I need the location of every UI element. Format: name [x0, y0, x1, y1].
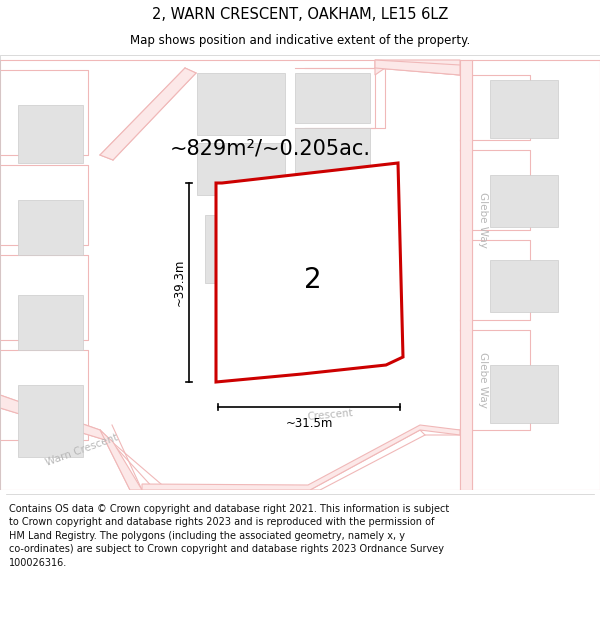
Text: ~31.5m: ~31.5m — [286, 417, 332, 430]
Polygon shape — [375, 60, 460, 75]
Bar — [295, 73, 370, 123]
Bar — [205, 215, 293, 283]
Bar — [197, 143, 285, 195]
Polygon shape — [142, 425, 460, 490]
Text: ~39.3m: ~39.3m — [173, 259, 185, 306]
Text: 2: 2 — [304, 266, 322, 294]
Bar — [295, 128, 370, 173]
Polygon shape — [0, 395, 112, 442]
Text: Map shows position and indicative extent of the property.: Map shows position and indicative extent… — [130, 34, 470, 47]
Polygon shape — [100, 430, 142, 490]
Text: Crescent: Crescent — [307, 408, 353, 422]
Bar — [197, 73, 285, 135]
Text: Glebe Way: Glebe Way — [478, 352, 488, 408]
Text: Glebe Way: Glebe Way — [478, 192, 488, 248]
Polygon shape — [460, 60, 472, 490]
Text: Warn Crescent: Warn Crescent — [44, 432, 119, 468]
Polygon shape — [216, 163, 403, 382]
Bar — [18, 385, 83, 457]
Bar — [18, 105, 83, 163]
Bar — [490, 365, 558, 423]
Text: 2, WARN CRESCENT, OAKHAM, LE15 6LZ: 2, WARN CRESCENT, OAKHAM, LE15 6LZ — [152, 8, 448, 22]
Bar — [490, 260, 558, 312]
Polygon shape — [100, 68, 196, 160]
Polygon shape — [375, 60, 460, 75]
Text: Contains OS data © Crown copyright and database right 2021. This information is : Contains OS data © Crown copyright and d… — [9, 504, 449, 568]
Bar — [18, 295, 83, 350]
Bar — [490, 175, 558, 227]
Bar — [18, 200, 83, 255]
Bar — [490, 80, 558, 138]
Text: ~829m²/~0.205ac.: ~829m²/~0.205ac. — [170, 138, 371, 158]
